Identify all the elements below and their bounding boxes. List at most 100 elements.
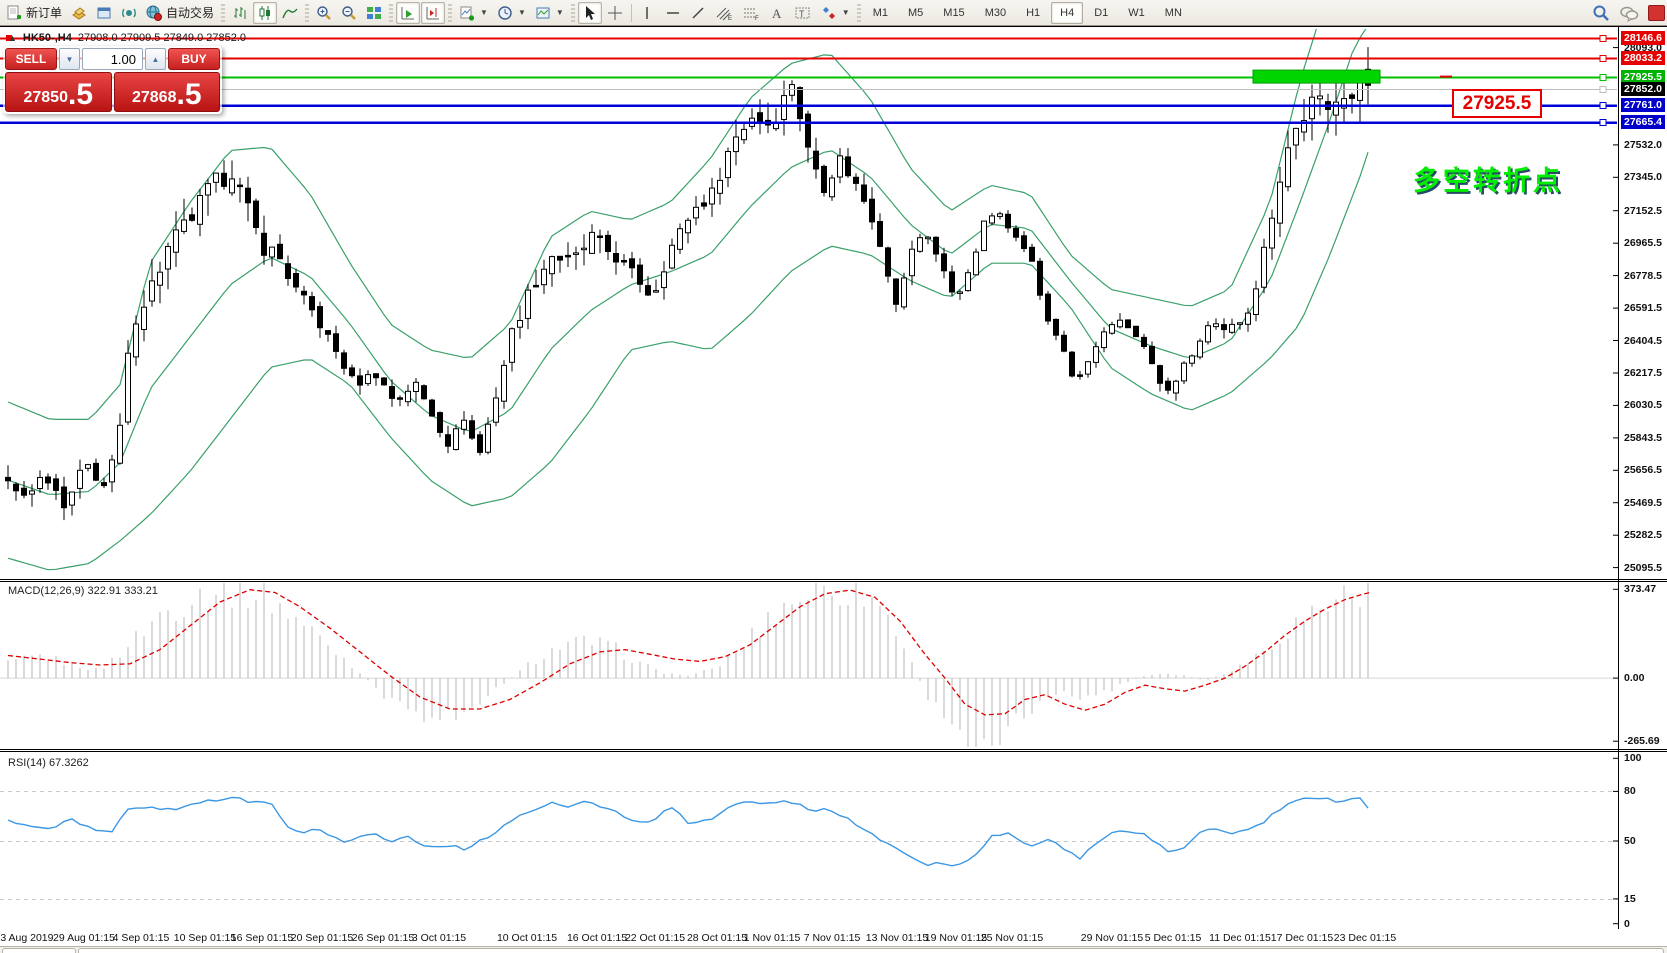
fibonacci-icon: F (743, 8, 759, 21)
equidistant-channel-tool-button[interactable]: E (711, 2, 737, 24)
price-tick-label: 27152.5 (1624, 204, 1662, 217)
chat-button[interactable] (1615, 2, 1643, 24)
price-badge-27761.0: 27761.0 (1621, 98, 1665, 113)
time-label: 3 Oct 01:15 (411, 932, 467, 944)
timeframe-button-m15[interactable]: M15 (943, 6, 965, 19)
sell-button[interactable]: SELL (5, 48, 57, 70)
toolbar-grip (856, 3, 861, 22)
crosshair-tool-button[interactable] (603, 2, 627, 24)
chart-shift-icon (426, 6, 440, 19)
volume-increase-button[interactable]: ▲ (145, 48, 166, 70)
toolbar-grip (221, 3, 226, 22)
template-icon (536, 7, 550, 18)
toolbar-grip (448, 3, 453, 22)
timeframe-button-d1[interactable]: D1 (1094, 6, 1109, 19)
chart-symbol: HK50-,H4 (22, 32, 72, 44)
chart-window: ▲ HK50-,H4 27908.0 27909.5 27849.0 27852… (0, 26, 1667, 953)
chinese-annotation-text[interactable]: 多空转折点 (1413, 166, 1563, 196)
rsi-tick-label: 50 (1624, 835, 1636, 847)
gold-layers-icon (72, 6, 86, 20)
chat-icon (1620, 6, 1639, 22)
new-order-icon (7, 5, 21, 19)
scrollbar-thumb[interactable] (78, 948, 1664, 953)
trendline-tool-button[interactable] (686, 2, 710, 24)
indicators-icon (460, 6, 475, 20)
cursor-tool-button[interactable] (577, 1, 602, 24)
sell-price-button[interactable]: 27850 .5 (5, 72, 112, 112)
market-watch-button[interactable] (117, 2, 141, 24)
timeframe-button-h4[interactable]: H4 (1051, 1, 1084, 24)
candlestick-chart-type-button[interactable] (253, 1, 278, 24)
one-click-trading-panel: SELL ▼ ▲ BUY 27850 .5 27868 .5 (3, 46, 222, 114)
vertical-line-tool-button[interactable] (636, 2, 660, 24)
chart-window-button[interactable] (92, 2, 116, 24)
zoom-out-button[interactable] (337, 2, 361, 24)
price-tick-label: 25656.5 (1624, 464, 1662, 477)
macd-tick-label: 0.00 (1624, 672, 1645, 685)
rsi-line (7, 796, 1369, 867)
timeframe-button-w1[interactable]: W1 (1128, 6, 1145, 19)
buy-price-button[interactable]: 27868 .5 (113, 72, 220, 112)
horizontal-line-icon (666, 11, 679, 14)
time-label: 19 Nov 01:15 (924, 932, 988, 944)
time-label: 29 Aug 01:15 (53, 932, 115, 944)
price-tick-label: 26778.5 (1624, 269, 1662, 282)
sell-price-pip: .5 (67, 78, 94, 111)
timeframe-button-mn[interactable]: MN (1164, 6, 1182, 19)
zoom-out-icon (342, 5, 356, 20)
search-button[interactable] (1588, 2, 1614, 24)
macd-pane[interactable] (0, 566, 1617, 749)
time-label: 4 Sep 01:15 (112, 932, 170, 944)
dropdown-caret-icon: ▼ (517, 8, 526, 17)
horizontal-line-tool-button[interactable] (661, 2, 685, 24)
price-tick-label: 27532.0 (1624, 138, 1662, 151)
price-badge-27665.4: 27665.4 (1621, 114, 1665, 129)
time-label: 25 Nov 01:15 (980, 932, 1044, 944)
rsi-pane[interactable] (0, 791, 1617, 900)
bar-chart-type-button[interactable] (228, 2, 252, 24)
time-label: 23 Dec 01:15 (1333, 932, 1397, 944)
sell-price-main: 27850 (23, 89, 68, 106)
text-tool-button[interactable]: A (765, 2, 789, 24)
price-badge-28146.6: 28146.6 (1621, 31, 1665, 46)
timeframe-button-h1[interactable]: H1 (1026, 6, 1041, 19)
shapes-icon (822, 6, 835, 19)
horizontal-scrollbar[interactable] (0, 946, 1667, 953)
timeframe-button-m30[interactable]: M30 (984, 6, 1007, 19)
indicators-button[interactable]: ▼ (455, 2, 492, 24)
tile-windows-button[interactable] (362, 2, 386, 24)
price-callout-box[interactable]: 27925.5 (1452, 89, 1542, 118)
text-label-tool-button[interactable]: T (790, 2, 816, 24)
toolbar-separator (630, 3, 632, 22)
timeframe-group: M1 M5 M15 M30 H1 H4 D1 W1 MN (864, 1, 1191, 24)
fibonacci-tool-button[interactable]: F (738, 2, 764, 24)
zoom-in-button[interactable] (312, 2, 336, 24)
arrows-tool-button[interactable]: ▼ (817, 2, 854, 24)
volume-input[interactable] (82, 48, 143, 70)
new-order-button[interactable]: 新订单 (2, 2, 66, 24)
time-label: 22 Oct 01:15 (624, 932, 686, 944)
price-tick-label: 26591.5 (1624, 302, 1662, 315)
rsi-tick-label: 100 (1624, 752, 1642, 765)
line-chart-type-button[interactable] (278, 2, 302, 24)
market-depth-button[interactable] (67, 2, 91, 24)
templates-button[interactable]: ▼ (531, 2, 568, 24)
svg-text:T: T (799, 9, 805, 19)
autotrading-button[interactable]: 自动交易 (142, 2, 218, 24)
price-chart-canvas[interactable] (0, 27, 1667, 953)
chart-shift-button[interactable] (421, 1, 446, 24)
volume-decrease-button[interactable]: ▼ (59, 48, 80, 70)
periods-button[interactable]: ▼ (493, 2, 530, 24)
time-label: 13 Nov 01:15 (865, 932, 929, 944)
auto-scroll-button[interactable] (396, 1, 421, 24)
time-label: 11 Dec 01:15 (1209, 932, 1271, 944)
time-label: 1 Nov 01:15 (743, 932, 801, 944)
timeframe-button-m1[interactable]: M1 (872, 6, 888, 19)
horizontal-lines[interactable] (0, 35, 1617, 126)
rsi-tick-label: 80 (1624, 785, 1636, 798)
buy-button[interactable]: BUY (168, 48, 220, 70)
auto-scroll-icon (401, 6, 415, 19)
timeframe-button-m5[interactable]: M5 (908, 6, 924, 19)
search-icon (1593, 5, 1609, 21)
macd-name: MACD(12,26,9) (8, 585, 85, 597)
